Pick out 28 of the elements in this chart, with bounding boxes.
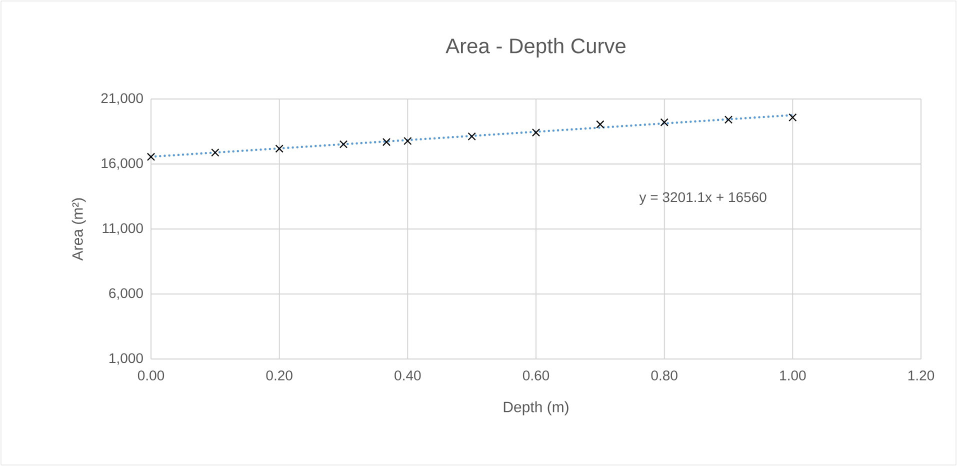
point — [596, 120, 604, 128]
x-tick-label: 0.60 — [522, 370, 550, 380]
point — [660, 118, 668, 126]
y-tick-label: 16,000 — [102, 158, 143, 170]
point — [382, 138, 391, 146]
x-tick-label: 1.00 — [780, 370, 806, 380]
x-axis-title: Depth (m) — [504, 401, 568, 416]
x-tick-label: 0.40 — [394, 370, 421, 380]
y-tick-label: 1,000 — [110, 353, 143, 365]
point — [468, 132, 476, 141]
y-tick-label: 21,000 — [101, 93, 143, 105]
x-tick-label: 0.80 — [651, 370, 678, 380]
x-tick-label: 0.20 — [266, 370, 292, 380]
point — [275, 144, 284, 153]
point — [724, 116, 733, 124]
y-axis-title: Area (m²) — [72, 198, 86, 261]
point — [146, 152, 156, 161]
x-tick-label: 0.00 — [138, 370, 164, 380]
point — [339, 140, 348, 148]
point — [788, 113, 797, 122]
x-tick-label: 1.20 — [908, 370, 934, 380]
y-tick-label: 11,000 — [102, 223, 143, 235]
point — [211, 148, 220, 157]
point — [404, 136, 412, 146]
annotation: y = 3201.1x + 16560 — [639, 192, 766, 205]
y-tick-label: 6,000 — [109, 288, 143, 300]
chart-title: Area - Depth Curve — [446, 38, 626, 58]
point — [532, 128, 540, 137]
